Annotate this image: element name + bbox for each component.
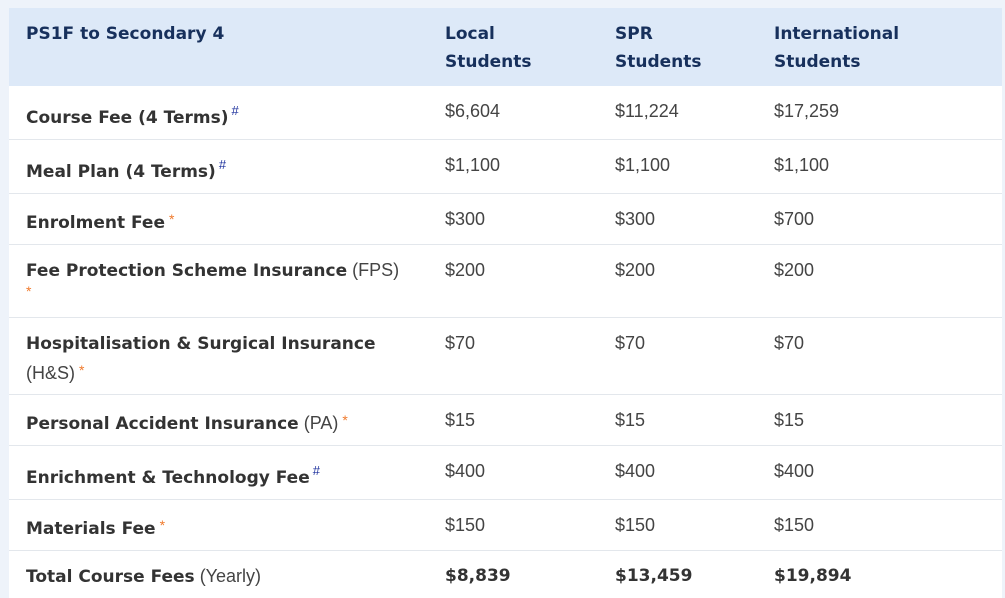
- asterisk-footnote-mark: *: [79, 362, 84, 378]
- header-level: PS1F to Secondary 4: [9, 8, 437, 86]
- table-row: Hospitalisation & Surgical Insurance (H&S…: [9, 318, 1002, 395]
- table-row: Personal Accident Insurance (PA)* $15 $1…: [9, 395, 1002, 446]
- total-label-suffix: (Yearly): [200, 566, 261, 586]
- row-label-text: Hospitalisation & Surgical Insurance: [26, 334, 376, 354]
- cell-intl: $15: [766, 395, 1002, 446]
- cell-intl: $17,259: [766, 86, 1002, 140]
- table-header: PS1F to Secondary 4 Local Students SPR Stu…: [9, 8, 1002, 86]
- table-row: Materials Fee* $150 $150 $150: [9, 500, 1002, 551]
- row-label-text: Enrichment & Technology Fee: [26, 468, 310, 488]
- cell-spr: $300: [607, 194, 766, 245]
- asterisk-footnote-mark: *: [342, 412, 347, 428]
- total-local: $8,839: [437, 551, 607, 598]
- total-label: Total Course Fees (Yearly): [9, 551, 437, 598]
- cell-spr: $70: [607, 318, 766, 395]
- table-row: Fee Protection Scheme Insurance (FPS) * $…: [9, 245, 1002, 318]
- header-local: Local Students: [437, 8, 607, 86]
- header-spr-line1: SPR: [615, 24, 653, 44]
- header-intl: International Students: [766, 8, 1002, 86]
- cell-local: $6,604: [437, 86, 607, 140]
- row-label: Fee Protection Scheme Insurance (FPS) *: [9, 245, 437, 318]
- total-intl: $19,894: [766, 551, 1002, 598]
- row-label: Course Fee (4 Terms)#: [9, 86, 437, 140]
- table-row: Meal Plan (4 Terms)# $1,100 $1,100 $1,10…: [9, 140, 1002, 194]
- cell-local: $200: [437, 245, 607, 318]
- cell-spr: $15: [607, 395, 766, 446]
- row-label-text: Personal Accident Insurance: [26, 414, 299, 434]
- header-intl-line2: Students: [774, 52, 861, 72]
- fees-table-container: PS1F to Secondary 4 Local Students SPR Stu…: [9, 8, 1002, 557]
- cell-intl: $700: [766, 194, 1002, 245]
- cell-local: $70: [437, 318, 607, 395]
- header-spr: SPR Students: [607, 8, 766, 86]
- cell-local: $150: [437, 500, 607, 551]
- hash-footnote-mark: #: [231, 103, 238, 118]
- cell-local: $1,100: [437, 140, 607, 194]
- row-label-suffix: (H&S): [26, 363, 75, 383]
- asterisk-footnote-mark: *: [169, 211, 174, 227]
- hash-footnote-mark: #: [313, 463, 320, 478]
- header-level-label: PS1F to Secondary 4: [26, 24, 224, 44]
- asterisk-footnote-mark: *: [26, 284, 429, 298]
- table-row: Enrolment Fee* $300 $300 $700: [9, 194, 1002, 245]
- cell-spr: $11,224: [607, 86, 766, 140]
- cell-spr: $1,100: [607, 140, 766, 194]
- cell-local: $300: [437, 194, 607, 245]
- row-label: Meal Plan (4 Terms)#: [9, 140, 437, 194]
- row-label-text: Enrolment Fee: [26, 213, 165, 233]
- header-local-line1: Local: [445, 24, 495, 44]
- fees-table: PS1F to Secondary 4 Local Students SPR Stu…: [9, 8, 1002, 598]
- row-label: Personal Accident Insurance (PA)*: [9, 395, 437, 446]
- cell-intl: $70: [766, 318, 1002, 395]
- row-label: Materials Fee*: [9, 500, 437, 551]
- total-row: Total Course Fees (Yearly) $8,839 $13,45…: [9, 551, 1002, 598]
- cell-local: $15: [437, 395, 607, 446]
- row-label: Enrichment & Technology Fee#: [9, 446, 437, 500]
- hash-footnote-mark: #: [219, 157, 226, 172]
- cell-intl: $1,100: [766, 140, 1002, 194]
- row-label: Hospitalisation & Surgical Insurance (H&S…: [9, 318, 437, 395]
- row-label-text: Meal Plan (4 Terms): [26, 162, 216, 182]
- table-row: Enrichment & Technology Fee# $400 $400 $…: [9, 446, 1002, 500]
- table-row: Course Fee (4 Terms)# $6,604 $11,224 $17…: [9, 86, 1002, 140]
- row-label-suffix: (FPS): [352, 260, 399, 280]
- row-label-text: Materials Fee: [26, 519, 156, 539]
- cell-local: $400: [437, 446, 607, 500]
- header-local-line2: Students: [445, 52, 532, 72]
- cell-spr: $400: [607, 446, 766, 500]
- cell-spr: $150: [607, 500, 766, 551]
- header-intl-line1: International: [774, 24, 899, 44]
- total-spr: $13,459: [607, 551, 766, 598]
- cell-spr: $200: [607, 245, 766, 318]
- row-label-suffix: (PA): [304, 413, 339, 433]
- total-label-text: Total Course Fees: [26, 567, 195, 587]
- cell-intl: $150: [766, 500, 1002, 551]
- cell-intl: $200: [766, 245, 1002, 318]
- cell-intl: $400: [766, 446, 1002, 500]
- row-label-text: Fee Protection Scheme Insurance: [26, 261, 347, 281]
- row-label-text: Course Fee (4 Terms): [26, 108, 228, 128]
- header-spr-line2: Students: [615, 52, 702, 72]
- row-label: Enrolment Fee*: [9, 194, 437, 245]
- asterisk-footnote-mark: *: [160, 517, 165, 533]
